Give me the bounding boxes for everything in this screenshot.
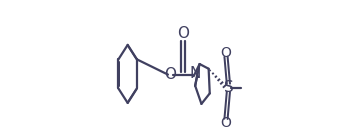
Text: S: S	[223, 80, 233, 95]
Text: O: O	[221, 46, 231, 60]
Text: O: O	[165, 67, 177, 82]
Text: N: N	[189, 66, 201, 81]
Text: O: O	[177, 25, 189, 41]
Text: O: O	[221, 116, 231, 130]
